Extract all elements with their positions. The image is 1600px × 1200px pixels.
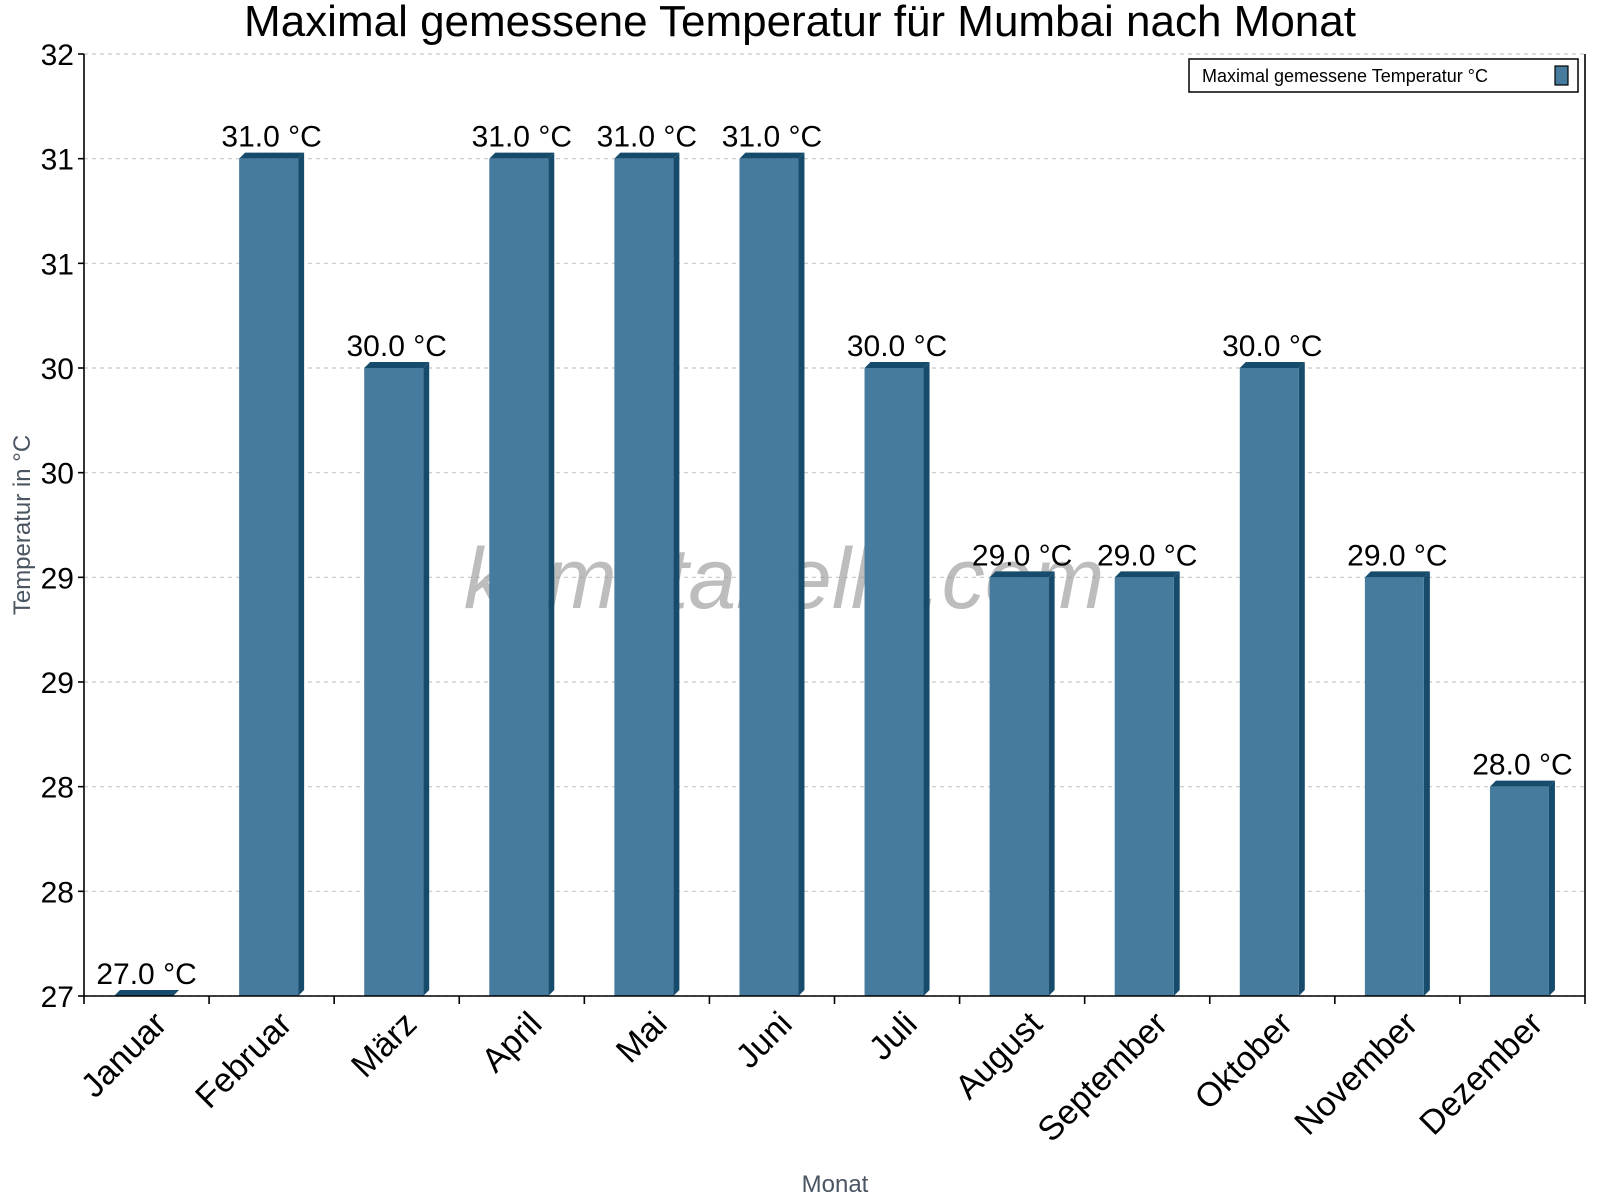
- gridlines: [84, 53, 1585, 997]
- bar-value-label: 30.0 °C: [847, 330, 947, 363]
- y-axis-title: Temperatur in °C: [9, 435, 36, 615]
- bar-januar: [114, 990, 180, 996]
- legend-swatch-icon: [1554, 65, 1569, 86]
- legend-box: [1188, 58, 1579, 93]
- x-tick-label: Januar: [74, 1005, 174, 1105]
- bar-dezember: [1489, 780, 1555, 996]
- x-tick-label: Juni: [729, 1005, 800, 1076]
- bar-value-labels: 27.0 °C 31.0 °C 30.0 °C 31.0 °C 31.0 °C 31.0 …: [96, 121, 1572, 991]
- y-tick-label: 29: [41, 667, 74, 700]
- bar-value-label: 31.0 °C: [597, 121, 697, 154]
- y-tick-label: 30: [41, 353, 74, 386]
- bar-august: [989, 571, 1055, 996]
- bar-value-label: 30.0 °C: [347, 330, 447, 363]
- bar-value-label: 29.0 °C: [972, 539, 1072, 572]
- x-axis-title: Monat: [802, 1171, 869, 1198]
- bar-value-label: 27.0 °C: [96, 958, 196, 991]
- bar-value-label: 31.0 °C: [472, 121, 572, 154]
- bar-value-label: 31.0 °C: [221, 121, 321, 154]
- x-tick-label: Dezember: [1412, 1005, 1550, 1143]
- x-tick-label: Mai: [609, 1005, 675, 1071]
- x-tick-label: Oktober: [1188, 1005, 1300, 1117]
- bar-mai: [614, 152, 680, 996]
- bar-value-label: 31.0 °C: [722, 121, 822, 154]
- x-tick-label: Juli: [862, 1005, 925, 1068]
- y-axis-ticks: 32 31 31 30 30 29 29 28 28 27: [41, 39, 84, 1014]
- x-axis-ticks: Januar Februar März April Mai Juni Juli AugustS…: [74, 996, 1586, 1149]
- bar-juni: [739, 152, 805, 996]
- y-tick-label: 28: [41, 772, 74, 805]
- bar-november: [1364, 571, 1430, 996]
- legend-label: Maximal gemessene Temperatur °C: [1202, 66, 1488, 86]
- bar-april: [489, 152, 555, 996]
- x-tick-label: Februar: [188, 1005, 299, 1116]
- y-tick-label: 29: [41, 562, 74, 595]
- bar-märz: [364, 362, 430, 996]
- x-tick-label: September: [1030, 1005, 1174, 1149]
- y-tick-label: 31: [41, 248, 74, 281]
- x-tick-label: November: [1287, 1005, 1425, 1143]
- y-tick-label: 31: [41, 144, 74, 177]
- bar-value-label: 29.0 °C: [1347, 539, 1447, 572]
- bar-value-label: 28.0 °C: [1472, 749, 1572, 782]
- bar-februar: [239, 152, 305, 996]
- y-tick-label: 28: [41, 876, 74, 909]
- y-tick-label: 27: [41, 981, 74, 1014]
- x-tick-label: August: [948, 1004, 1050, 1106]
- bars: [114, 152, 1555, 996]
- x-tick-label: März: [344, 1005, 424, 1085]
- bar-value-label: 30.0 °C: [1222, 330, 1322, 363]
- bar-value-label: 29.0 °C: [1097, 539, 1197, 572]
- y-tick-label: 30: [41, 458, 74, 491]
- x-tick-label: April: [474, 1005, 549, 1080]
- y-tick-label: 32: [41, 39, 74, 72]
- chart-title: Maximal gemessene Temperatur für Mumbai …: [244, 0, 1356, 46]
- bar-september: [1114, 571, 1180, 996]
- bar-juli: [864, 362, 930, 996]
- bar-oktober: [1239, 362, 1305, 996]
- legend: Maximal gemessene Temperatur °C: [1188, 58, 1579, 93]
